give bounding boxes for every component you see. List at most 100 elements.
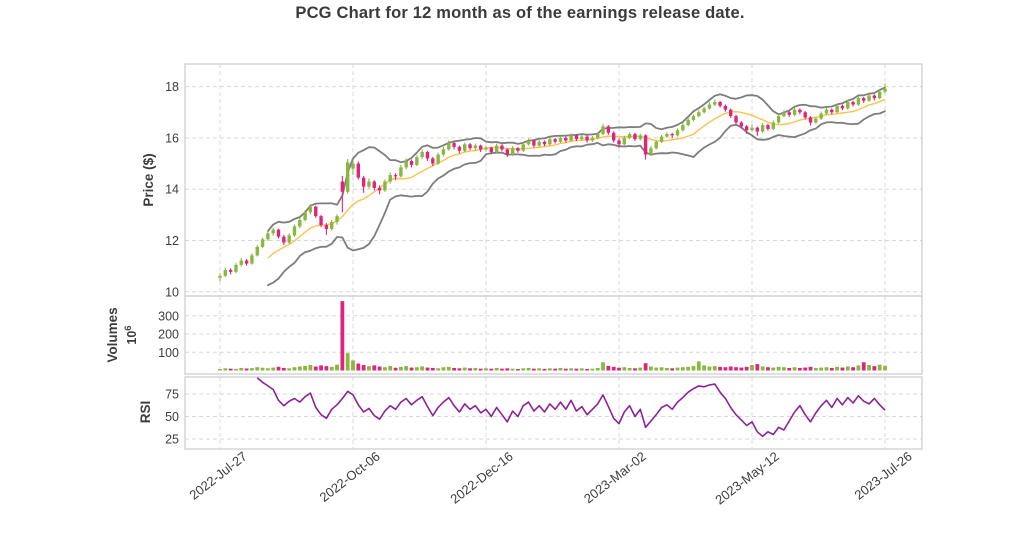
volume-bar: [883, 365, 887, 371]
volume-bar: [446, 366, 451, 371]
sma-line: [267, 98, 886, 259]
candle-body: [670, 134, 674, 136]
volume-bar: [744, 366, 749, 371]
volume-bar: [239, 367, 244, 371]
volume-bar: [590, 368, 595, 371]
volume-bar: [494, 367, 499, 371]
volume-bar: [324, 366, 329, 371]
candle-body: [744, 126, 749, 131]
candle-body: [872, 95, 877, 99]
candlesticks: [218, 83, 887, 282]
candle-body: [760, 125, 765, 132]
volume-bar: [739, 367, 744, 371]
candle-body: [814, 118, 818, 123]
candle-body: [787, 112, 791, 115]
candle-body: [234, 264, 238, 272]
candle-body: [510, 148, 515, 155]
volume-bar: [633, 368, 637, 371]
x-tick-label: 2023-Jul-26: [852, 449, 915, 503]
volume-bar: [750, 365, 754, 371]
volume-bar: [271, 367, 276, 371]
volume-bar: [707, 366, 712, 371]
volume-bar: [489, 368, 494, 371]
candle-body: [707, 104, 712, 109]
volume-bar: [531, 368, 536, 371]
volume-bar: [771, 367, 776, 371]
volume-bar: [840, 367, 845, 371]
x-tick-label: 2022-Oct-06: [317, 449, 383, 505]
candle-body: [638, 135, 642, 140]
x-tick-label: 2023-May-12: [712, 449, 782, 508]
volume-bar: [579, 368, 584, 371]
volume-bar: [585, 369, 589, 371]
candle-body: [611, 132, 616, 141]
candle-body: [580, 136, 584, 140]
candle-body: [830, 109, 834, 113]
candle-body: [819, 113, 823, 119]
panel-borders: [184, 63, 923, 450]
volume-bar: [654, 367, 659, 371]
volume-bar: [877, 364, 882, 371]
candle-body: [239, 260, 243, 265]
candle-body: [542, 141, 547, 145]
candle-body: [835, 105, 839, 113]
volume-bar: [335, 364, 339, 371]
volume-bar: [287, 368, 292, 371]
candle-body: [521, 144, 525, 151]
volume-bar: [803, 367, 808, 371]
volume-bar: [303, 365, 308, 371]
volume-bar: [776, 366, 781, 371]
volume-bar: [452, 367, 456, 371]
volume-bar: [606, 365, 611, 371]
volume-bar: [505, 368, 510, 371]
candle-body: [441, 149, 446, 155]
volume-bar: [851, 367, 855, 371]
candle-body: [463, 144, 467, 151]
candle-body: [750, 127, 754, 131]
candle-body: [532, 140, 536, 146]
candle-body: [447, 143, 451, 150]
y-axis-labels: Price ($) Volumes 106 RSI: [105, 153, 156, 423]
candle-body: [627, 134, 632, 138]
candle-body: [803, 112, 807, 118]
volume-bar: [829, 367, 834, 371]
volume-bar: [255, 367, 260, 371]
volume-bar: [686, 366, 691, 371]
chart-title: PCG Chart for 12 month as of the earning…: [295, 4, 745, 22]
candle-body: [617, 140, 621, 145]
volume-bar: [430, 367, 435, 371]
volume-panel-border: [184, 295, 923, 375]
volume-bar: [617, 367, 621, 371]
candle-body: [601, 126, 605, 135]
candle-body: [478, 145, 483, 150]
candle-body: [526, 140, 531, 145]
candle-body: [468, 144, 472, 149]
candle-body: [351, 163, 355, 169]
volume-bar: [250, 368, 254, 371]
volume-bar: [787, 367, 792, 371]
volume-bar: [329, 366, 334, 371]
volume-bar: [526, 367, 531, 371]
volume-bar: [712, 366, 717, 371]
candle-body: [659, 136, 664, 142]
candle-body: [537, 141, 541, 146]
volume-bar: [228, 368, 233, 371]
volume-bar: [345, 353, 350, 371]
volume-bar: [351, 360, 355, 371]
candle-body: [851, 101, 855, 105]
volume-bar: [308, 365, 313, 371]
candle-body: [425, 152, 430, 159]
candle-body: [883, 88, 887, 92]
rsi-panel-border: [184, 376, 923, 450]
candle-body: [431, 158, 435, 164]
candle-body: [324, 225, 329, 229]
volume-bar: [319, 365, 323, 371]
candle-body: [314, 206, 318, 217]
volume-bar: [457, 368, 462, 371]
candle-body: [255, 246, 259, 256]
candle-body: [606, 126, 611, 133]
candle-body: [409, 160, 414, 165]
candle-body: [228, 269, 233, 272]
